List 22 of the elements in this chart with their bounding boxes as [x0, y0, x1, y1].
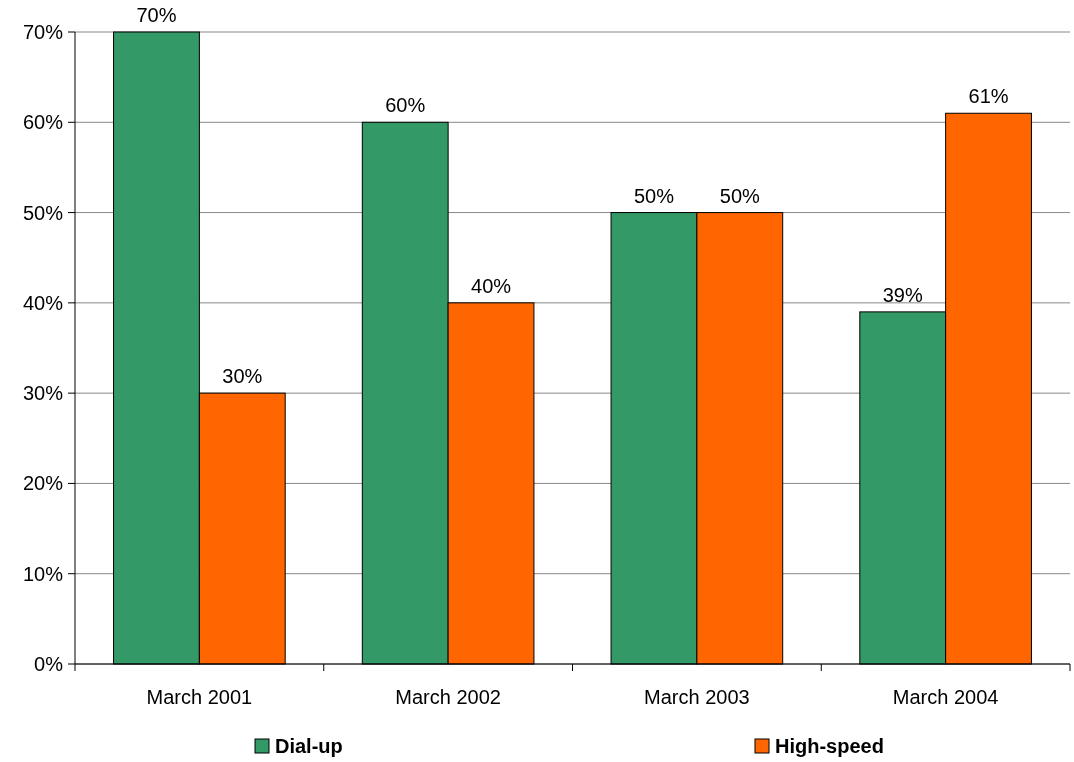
data-label: 39%	[882, 283, 923, 306]
data-label: 40%	[471, 274, 512, 297]
x-tick-label: March 2002	[395, 686, 501, 708]
x-tick-label: March 2003	[644, 686, 750, 708]
data-label: 61%	[968, 85, 1009, 108]
y-tick-label: 0%	[34, 653, 64, 675]
y-tick-label: 60%	[22, 111, 64, 134]
data-label: 60%	[385, 94, 426, 117]
y-tick-label: 50%	[22, 201, 64, 224]
x-tick-label: March 2004	[892, 686, 999, 708]
data-label: 50%	[719, 184, 761, 207]
x-tick-label: March 2001	[146, 686, 253, 708]
legend-label: High-speed	[775, 735, 884, 757]
y-tick-label: 40%	[22, 291, 64, 314]
data-label: 30%	[222, 365, 263, 388]
data-label: 50%	[633, 184, 675, 207]
y-tick-label: 20%	[22, 472, 64, 495]
y-tick-label: 70%	[22, 21, 64, 43]
y-tick-label: 30%	[22, 382, 64, 405]
legend-label: Dial-up	[275, 735, 343, 757]
y-tick-label: 10%	[22, 562, 64, 585]
data-label: 70%	[136, 4, 177, 26]
